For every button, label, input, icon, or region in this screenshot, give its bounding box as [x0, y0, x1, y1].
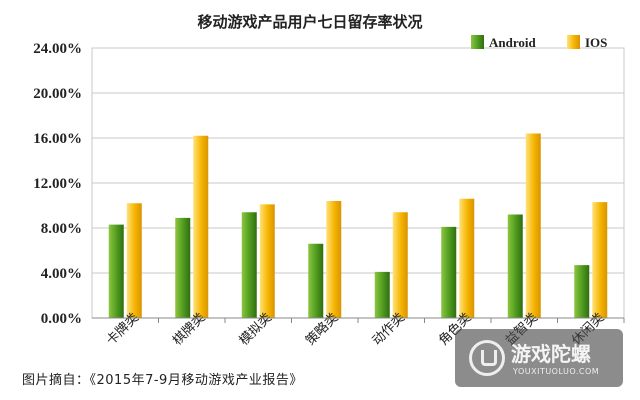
legend-label-ios: IOS [585, 35, 607, 50]
y-tick-label: 20.00% [33, 86, 82, 102]
bar-ios [525, 133, 541, 318]
bar-android [241, 212, 257, 318]
bar-android [574, 265, 590, 318]
bar-android [374, 271, 390, 318]
y-tick-label: 4.00% [41, 266, 82, 282]
bar-ios [392, 212, 408, 318]
bar-ios [193, 135, 209, 318]
bar-android [175, 217, 191, 318]
bar-ios [592, 202, 608, 318]
bar-ios [259, 204, 275, 318]
watermark-main: 游戏陀螺 [511, 342, 591, 366]
watermark: 游戏陀螺 YOUXITUOLUO.COM [455, 329, 623, 387]
y-tick-label: 16.00% [33, 131, 82, 147]
bar-android [308, 243, 324, 318]
y-tick-label: 24.00% [33, 41, 82, 57]
legend-label-android: Android [489, 35, 536, 50]
bar-android [507, 214, 523, 318]
y-tick-label: 8.00% [41, 221, 82, 237]
legend-swatch-ios [567, 35, 580, 49]
y-tick-label: 0.00% [41, 311, 82, 327]
chart-title: 移动游戏产品用户七日留存率状况 [197, 13, 422, 31]
gyro-logo-icon [469, 340, 505, 376]
watermark-sub: YOUXITUOLUO.COM [513, 367, 600, 376]
source-note: 图片摘自：《2015年7-9月移动游戏产业报告》 [22, 373, 303, 388]
bar-ios [459, 198, 475, 318]
bar-android [108, 224, 124, 318]
y-tick-label: 12.00% [33, 176, 82, 192]
bar-android [441, 226, 457, 318]
legend-swatch-android [471, 35, 484, 49]
bar-ios [126, 203, 142, 318]
bar-ios [326, 201, 342, 318]
